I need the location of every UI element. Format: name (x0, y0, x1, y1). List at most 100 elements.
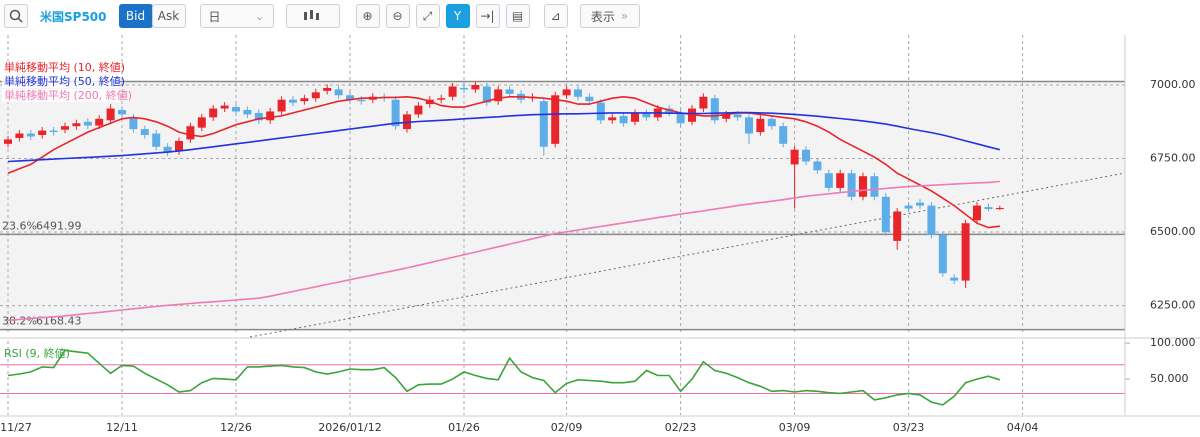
candle-body (38, 130, 47, 135)
y-tick-label: 7000.00 (1150, 78, 1196, 91)
candle-body (893, 211, 902, 241)
toolbar: 米国SP500 Bid Ask 日 ⌄ ⊕ ⊖ ⤢ Y →| ▤ ⊿ 表示» (0, 0, 1200, 32)
candle-body (938, 235, 947, 274)
candle-body (471, 85, 480, 90)
candle-body (995, 207, 1004, 210)
candle-body (710, 98, 719, 121)
level-label: 38.2% (2, 315, 37, 328)
candle-body (209, 108, 218, 118)
candle-body (927, 205, 936, 235)
y-tick-label: 100.000 (1150, 336, 1196, 349)
chevron: » (620, 9, 629, 23)
candle-body (539, 101, 548, 147)
candle-body (243, 110, 252, 115)
search-icon (9, 9, 23, 23)
x-tick-label: 12/11 (106, 421, 138, 434)
candle-body (642, 112, 651, 118)
candle-body (574, 89, 582, 97)
legend-entry: RSI (9, 終値) (4, 347, 70, 360)
candle-body (847, 173, 856, 197)
candle-body (220, 105, 229, 109)
display-select[interactable]: 表示 » (579, 4, 640, 28)
legend-entry: 単純移動平均 (10, 終値) (4, 60, 125, 74)
candle-body (277, 99, 286, 112)
candle-body (870, 176, 879, 197)
bid-button[interactable]: Bid (118, 4, 153, 28)
candle-body (756, 118, 765, 133)
candle-body (175, 140, 183, 152)
candle-body (859, 176, 867, 197)
candle-body (562, 89, 571, 96)
candle-body (323, 87, 332, 91)
candle-body (254, 112, 263, 121)
candle-body (767, 118, 776, 127)
legend-entry: 単純移動平均 (200, 終値) (4, 88, 132, 102)
candle-body (619, 115, 628, 124)
candle-body (631, 112, 639, 122)
candle-body (163, 146, 172, 153)
candle-body (973, 205, 981, 221)
legend-entry: 単純移動平均 (50, 終値) (4, 74, 125, 88)
candle-body (83, 121, 92, 126)
x-tick-label: 11/27 (0, 421, 32, 434)
candle-body (460, 87, 468, 90)
candle-body (152, 133, 161, 147)
period: 日 (208, 9, 221, 24)
display: 表示 (590, 9, 615, 24)
candle-body (334, 89, 343, 96)
candle-body (824, 173, 833, 188)
candle-body (904, 205, 913, 209)
candle-body (391, 99, 400, 127)
fit[interactable]: ⤢ (415, 4, 440, 28)
candle-body (585, 96, 594, 102)
x-tick-label: 2026/01/12 (318, 421, 381, 434)
candle-body (482, 86, 491, 103)
indicator[interactable]: ⊿ (543, 4, 568, 28)
level-label: 23.6% (2, 219, 37, 232)
level-value: 6491.99 (36, 219, 82, 232)
series-line (7, 111, 1000, 163)
candle-body (4, 139, 12, 144)
period-select[interactable]: 日 ⌄ (199, 4, 274, 28)
series-line (7, 95, 1000, 229)
candle-body (106, 108, 115, 121)
candle-body (596, 102, 605, 121)
candle-body (266, 111, 275, 121)
candle-body (140, 129, 149, 135)
candle-body (699, 96, 708, 109)
chevron: ⌄ (254, 9, 265, 23)
zoom-out[interactable]: ⊖ (385, 4, 410, 28)
candle-body (505, 89, 514, 94)
candle-body (745, 117, 753, 134)
series-line (7, 349, 1001, 406)
search-button[interactable] (4, 4, 28, 28)
scroll-end[interactable]: →| (475, 4, 500, 28)
candle-body (72, 123, 81, 127)
candle-body (300, 98, 309, 102)
ask-button[interactable]: Ask (151, 4, 186, 28)
candle-body (608, 117, 617, 121)
candle-body (186, 126, 195, 140)
x-tick-label: 02/09 (551, 421, 583, 434)
candle-body (790, 149, 799, 165)
symbol[interactable]: 米国SP500 (40, 9, 107, 24)
x-tick-label: 03/09 (779, 421, 811, 434)
candle-body (197, 117, 206, 128)
candle-body (346, 95, 354, 100)
candle-body (414, 105, 423, 115)
candle-body (289, 99, 297, 103)
legend-bg (2, 75, 120, 88)
candle-body (26, 133, 35, 137)
x-tick-label: 01/26 (448, 421, 480, 434)
x-tick-label: 12/26 (220, 421, 252, 434)
trend-line (249, 172, 1126, 338)
chart-type-select[interactable] (285, 4, 340, 28)
zoom-in[interactable]: ⊕ (355, 4, 380, 28)
export[interactable]: ▤ (505, 4, 530, 28)
fib-band (0, 81, 1125, 330)
legend-bg (2, 61, 120, 74)
auto-scale[interactable]: Y (445, 4, 470, 28)
candle-body (950, 277, 959, 281)
